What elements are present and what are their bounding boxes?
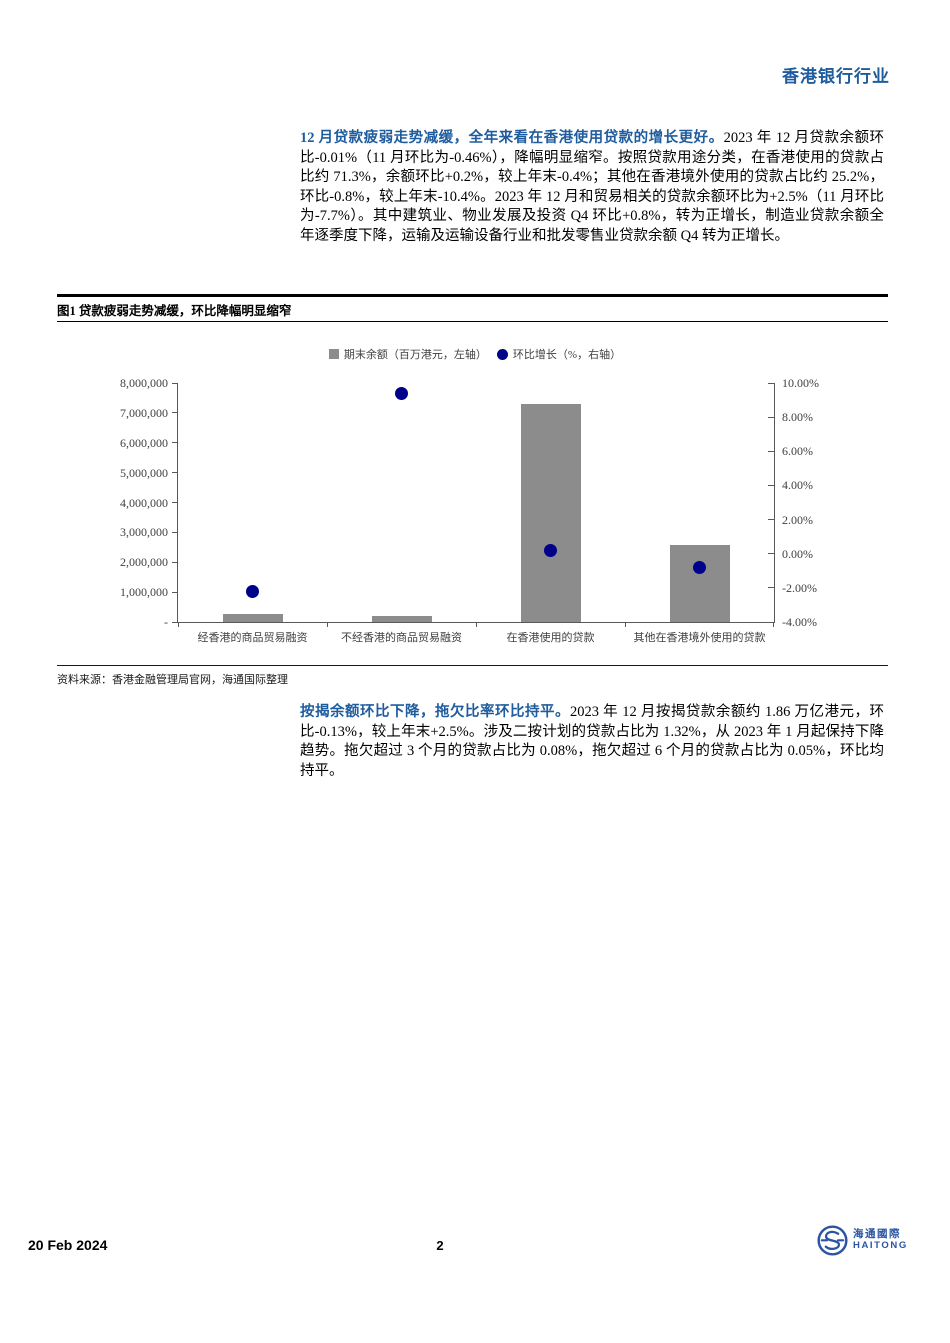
logo-text-en: HAITONG xyxy=(853,1240,908,1252)
y-axis-tick xyxy=(172,442,178,444)
page-number: 2 xyxy=(436,1238,444,1253)
legend-bar-swatch-icon xyxy=(328,349,339,359)
figure-source-rule xyxy=(57,665,888,666)
loan-trend-paragraph-body: 2023 年 12 月贷款余额环比-0.01%（11 月环比为-0.46%），降… xyxy=(300,130,884,244)
loan-chart: 8,000,000 7,000,000 6,000,000 5,000,000 4,00… xyxy=(120,376,819,644)
right-axis-tick xyxy=(768,450,774,452)
balance-bar xyxy=(669,544,730,622)
chart-legend: 期末余额（百万港元，左轴） 环比增长（%，右轴） xyxy=(177,346,773,362)
figure-mid-rule xyxy=(57,321,888,322)
y-axis-tick xyxy=(172,561,178,563)
x-axis-category-label: 不经香港的商品贸易融资 xyxy=(341,632,462,644)
growth-dot xyxy=(395,386,408,400)
growth-dot xyxy=(246,584,259,598)
legend-balance-label: 期末余额（百万港元，左轴） xyxy=(343,349,487,361)
legend-dot-swatch-icon xyxy=(496,348,508,360)
balance-bar xyxy=(222,613,283,622)
y-axis-tick xyxy=(172,591,178,593)
page-title: 香港银行行业 xyxy=(782,67,890,86)
right-axis-tick xyxy=(768,519,774,521)
x-axis-tick xyxy=(178,622,179,627)
logo-text-cn: 海通國際 xyxy=(853,1229,901,1240)
y-axis-tick xyxy=(172,502,178,503)
right-axis-tick xyxy=(768,484,774,486)
y-axis-tick-label: 3,000,000 xyxy=(120,525,168,540)
y-axis-tick-label: 1,000,000 xyxy=(120,585,168,600)
figure-top-rule xyxy=(57,294,888,297)
y-axis-tick xyxy=(172,621,178,623)
x-axis-tick xyxy=(773,622,774,627)
mortgage-paragraph-body: 2023 年 12 月按揭贷款余额约 1.86 万亿港元，环比-0.13%，较上… xyxy=(300,704,884,779)
legend-growth-label: 环比增长（%，右轴） xyxy=(512,349,622,361)
right-axis-tick-label: 4.00% xyxy=(782,478,813,493)
haitong-logo: 海通國際 HAITONG xyxy=(816,1224,908,1257)
loan-trend-paragraph: 12 月贷款疲弱走势减缓，全年来看在香港使用贷款的增长更好。2023 年 12 … xyxy=(300,129,884,247)
right-axis-tick xyxy=(768,587,774,589)
y-axis-tick xyxy=(172,472,178,474)
legend-item-balance: 期末余额（百万港元，左轴） xyxy=(328,346,487,362)
right-axis-tick-label: 2.00% xyxy=(782,512,813,527)
haitong-logo-icon xyxy=(817,1225,848,1256)
balance-bar xyxy=(371,615,432,622)
growth-dot xyxy=(544,543,557,557)
right-axis-tick xyxy=(768,621,774,623)
y-axis-tick xyxy=(172,382,178,384)
right-axis-tick xyxy=(768,382,774,384)
y-axis-tick-label: - xyxy=(164,615,168,629)
right-axis-tick-label: -2.00% xyxy=(782,580,817,595)
x-axis-category-label: 其他在香港境外使用的贷款 xyxy=(633,632,766,644)
haitong-logo-text: 海通國際 HAITONG xyxy=(853,1229,908,1252)
x-axis-category-label: 在香港使用的贷款 xyxy=(506,632,595,644)
x-axis-tick xyxy=(327,622,328,627)
y-axis-tick xyxy=(172,412,178,414)
y-axis-tick-label: 4,000,000 xyxy=(120,495,168,510)
y-axis-tick-label: 7,000,000 xyxy=(120,405,168,420)
right-axis-tick-label: -4.00% xyxy=(782,615,817,629)
y-axis-tick xyxy=(172,531,178,533)
right-axis-tick-label: 6.00% xyxy=(782,444,813,459)
right-axis-tick-label: 0.00% xyxy=(782,546,813,561)
mortgage-paragraph-lead: 按揭余额环比下降，拖欠比率环比持平。 xyxy=(300,704,570,720)
right-axis-tick-label: 8.00% xyxy=(782,410,813,425)
right-axis-tick xyxy=(768,416,774,418)
y-axis-tick-label: 2,000,000 xyxy=(120,555,168,570)
y-axis-tick-label: 8,000,000 xyxy=(120,376,168,390)
report-date: 20 Feb 2024 xyxy=(28,1237,108,1253)
x-axis-tick xyxy=(625,622,626,627)
legend-item-growth: 环比增长（%，右轴） xyxy=(496,346,622,362)
y-axis-tick-label: 6,000,000 xyxy=(120,435,168,450)
x-axis-category-label: 经香港的商品贸易融资 xyxy=(197,632,308,644)
balance-bar xyxy=(520,403,581,622)
growth-dot xyxy=(693,560,706,574)
right-axis-tick-label: 10.00% xyxy=(782,376,819,390)
mortgage-paragraph: 按揭余额环比下降，拖欠比率环比持平。2023 年 12 月按揭贷款余额约 1.8… xyxy=(300,703,884,781)
source-note: 资料来源：香港金融管理局官网，海通国际整理 xyxy=(57,674,288,686)
x-axis-tick xyxy=(476,622,477,627)
figure-title: 图1 贷款疲弱走势减缓，环比降幅明显缩窄 xyxy=(57,304,292,318)
y-axis-tick-label: 5,000,000 xyxy=(120,465,168,480)
loan-trend-paragraph-lead: 12 月贷款疲弱走势减缓，全年来看在香港使用贷款的增长更好。 xyxy=(300,130,724,146)
right-axis-tick xyxy=(768,553,774,555)
